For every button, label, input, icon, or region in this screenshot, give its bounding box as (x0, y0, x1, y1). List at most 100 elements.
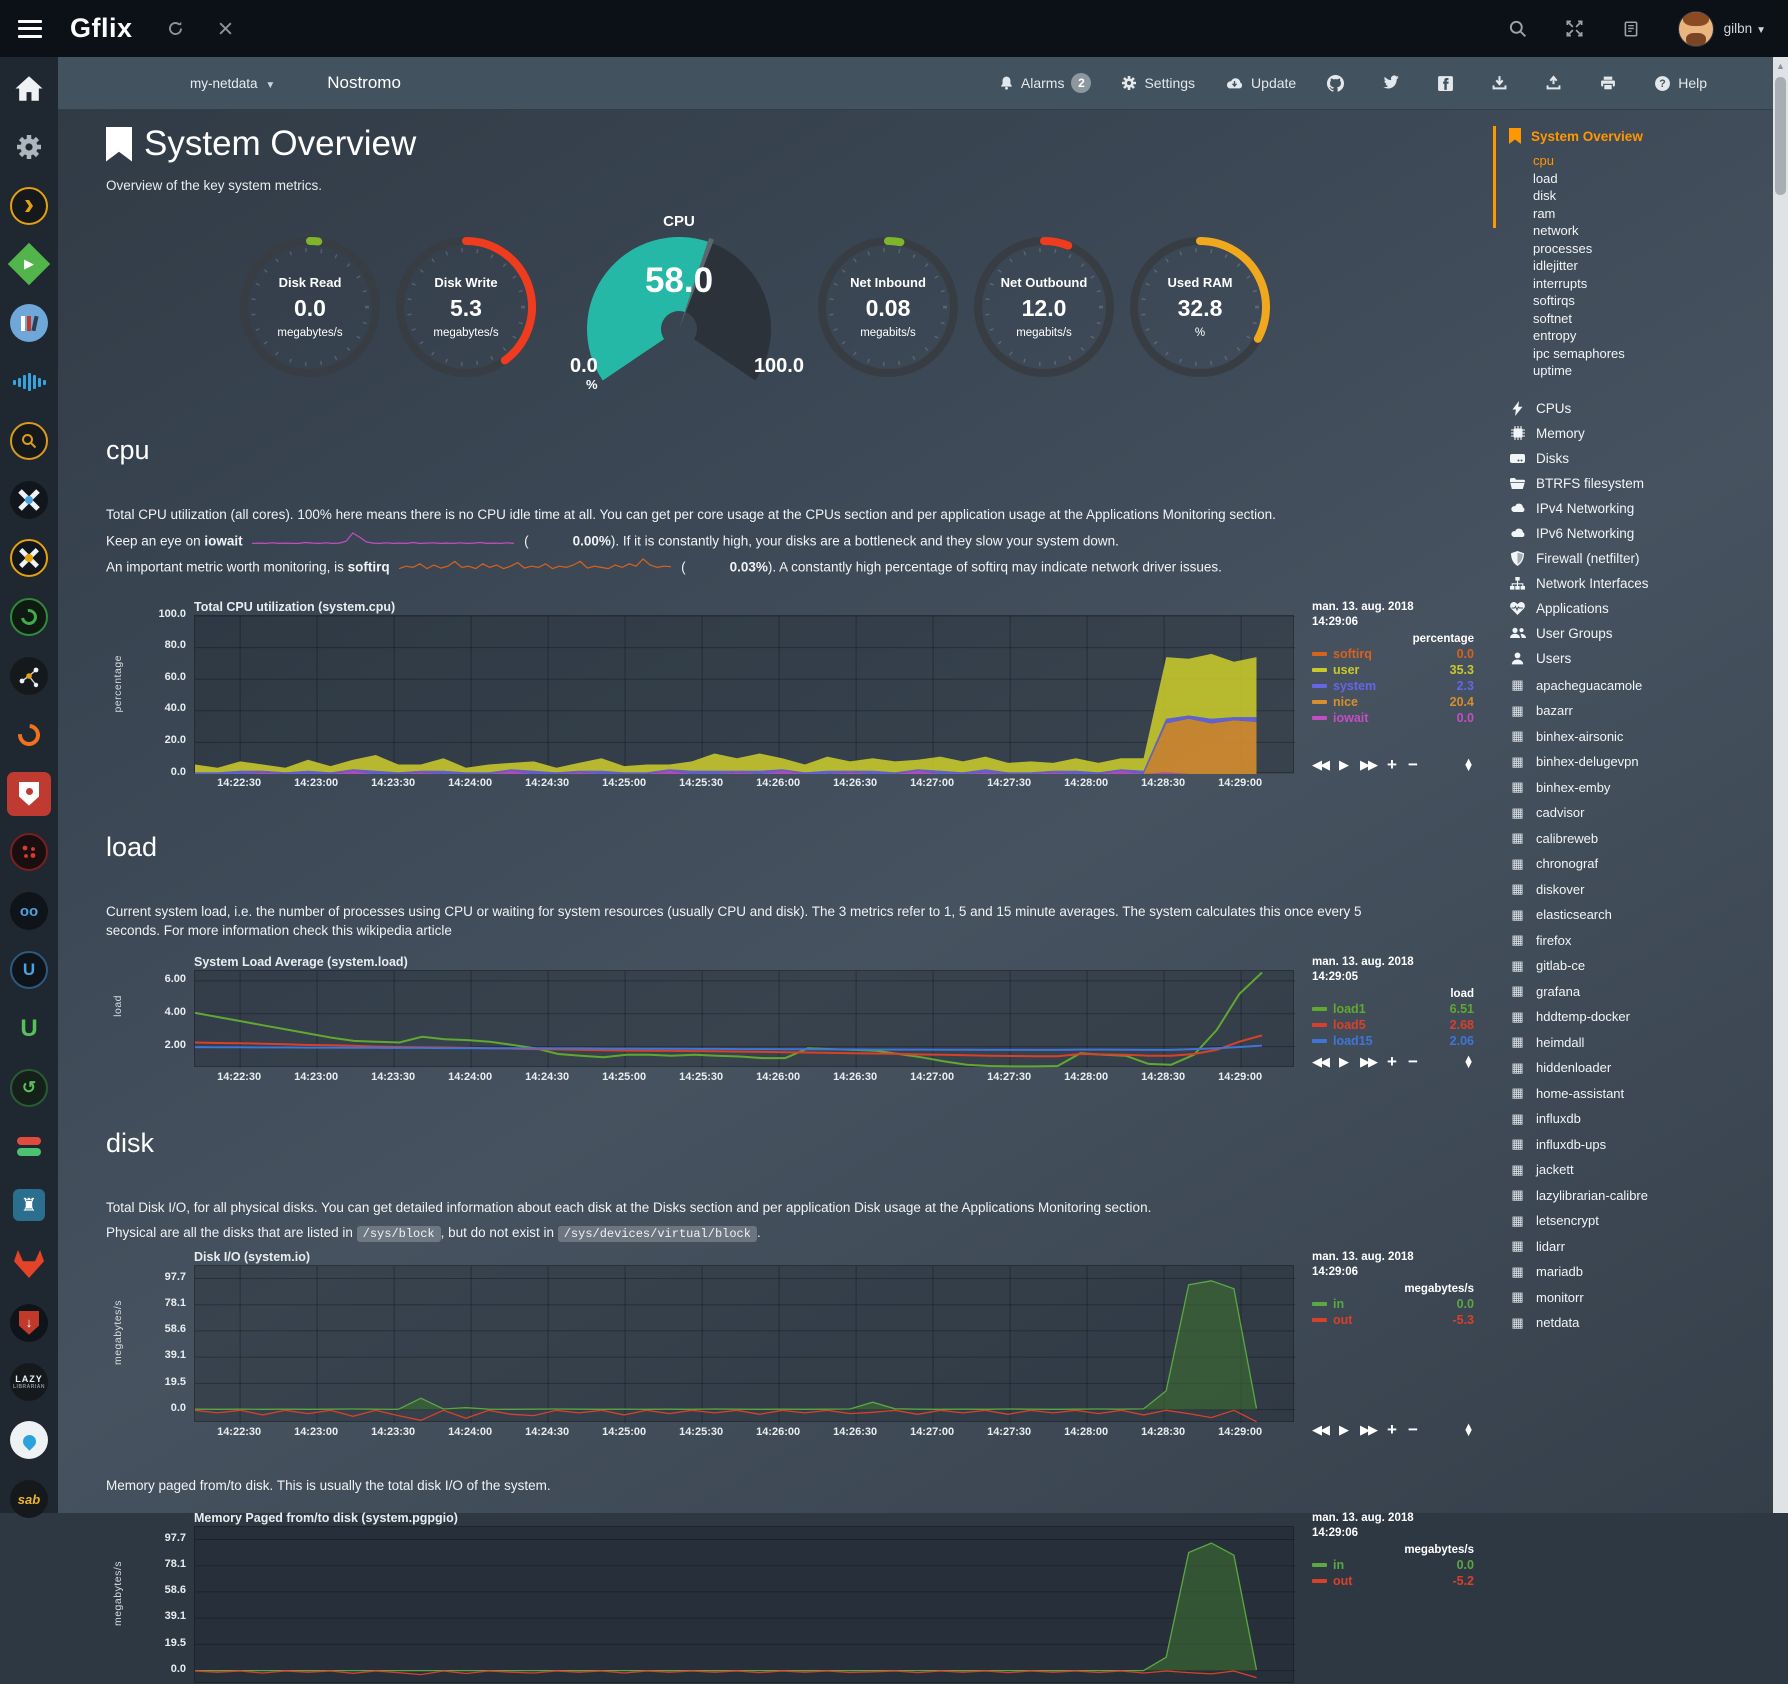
download-icon[interactable] (1491, 75, 1515, 92)
sidebar-item-disk[interactable]: disk (1533, 187, 1759, 205)
sidebar-app-home-assistant[interactable]: ▦home-assistant (1509, 1081, 1759, 1107)
play-icon[interactable]: ▶ (1339, 757, 1349, 773)
gauge-net-inbound[interactable]: Net Inbound 0.08 megabits/s (812, 231, 964, 383)
app-x-white-icon[interactable] (7, 478, 51, 522)
wikipedia-link[interactable]: wikipedia article (357, 923, 452, 938)
sidebar-item-ram[interactable]: ram (1533, 205, 1759, 223)
cpu-chart[interactable]: Total CPU utilization (system.cpu) perce… (136, 615, 1506, 792)
github-icon[interactable] (1326, 74, 1352, 93)
pan-left-icon[interactable]: ◀◀ (1312, 1054, 1328, 1070)
sidebar-item-interrupts[interactable]: interrupts (1533, 275, 1759, 293)
sidebar-section-ipv6-networking[interactable]: IPv6 Networking (1509, 521, 1759, 546)
sidebar-section-btrfs-filesystem[interactable]: BTRFS filesystem (1509, 471, 1759, 496)
airsonic-icon[interactable] (7, 360, 51, 404)
search-icon[interactable] (1508, 19, 1527, 38)
legend-user[interactable]: user35.3 (1312, 663, 1474, 677)
scroll-up-icon[interactable]: ▲ (1773, 61, 1788, 71)
app-u-green-icon[interactable]: U (7, 1007, 51, 1051)
legend-out[interactable]: out-5.3 (1312, 1313, 1474, 1327)
emby-icon[interactable]: ▶ (7, 242, 51, 286)
print-icon[interactable] (1599, 75, 1624, 92)
sidebar-app-chronograf[interactable]: ▦chronograf (1509, 851, 1759, 877)
sidebar-section-user-groups[interactable]: User Groups (1509, 621, 1759, 646)
sidebar-app-firefox[interactable]: ▦firefox (1509, 928, 1759, 954)
sidebar-item-idlejitter[interactable]: idlejitter (1533, 257, 1759, 275)
zoom-out-icon[interactable]: − (1408, 1420, 1418, 1440)
pgpgio-chart[interactable]: Memory Paged from/to disk (system.pgpgio… (136, 1526, 1506, 1683)
sidebar-app-cadvisor[interactable]: ▦cadvisor (1509, 800, 1759, 826)
app-x-yellow-icon[interactable] (7, 536, 51, 580)
legend-load5[interactable]: load52.68 (1312, 1018, 1474, 1032)
sidebar-app-lidarr[interactable]: ▦lidarr (1509, 1234, 1759, 1260)
sidebar-app-monitorr[interactable]: ▦monitorr (1509, 1285, 1759, 1311)
plex-icon[interactable] (7, 184, 51, 228)
sabnzbd-icon[interactable]: sab (7, 1477, 51, 1521)
app-leaf-icon[interactable]: ↺ (7, 1066, 51, 1110)
close-icon[interactable] (218, 21, 233, 36)
app-nodes-icon[interactable] (7, 654, 51, 698)
sidebar-section-users[interactable]: Users (1509, 646, 1759, 671)
pan-right-icon[interactable]: ▶▶ (1360, 757, 1376, 773)
sidebar-app-binhex-emby[interactable]: ▦binhex-emby (1509, 775, 1759, 801)
app-drop-icon[interactable] (7, 1418, 51, 1462)
play-icon[interactable]: ▶ (1339, 1422, 1349, 1438)
hamburger-menu-icon[interactable] (18, 20, 42, 38)
sidebar-app-binhex-delugevpn[interactable]: ▦binhex-delugevpn (1509, 749, 1759, 775)
sidebar-app-influxdb[interactable]: ▦influxdb (1509, 1106, 1759, 1132)
sidebar-section-network-interfaces[interactable]: Network Interfaces (1509, 571, 1759, 596)
status-pills-icon[interactable] (7, 1124, 51, 1168)
twitter-icon[interactable] (1382, 75, 1407, 91)
app-tower-icon[interactable]: ♜ (7, 1183, 51, 1227)
settings-button[interactable]: Settings (1121, 75, 1195, 91)
sidebar-app-apacheguacamole[interactable]: ▦apacheguacamole (1509, 673, 1759, 699)
gauge-used-ram[interactable]: Used RAM 32.8 % (1124, 231, 1276, 383)
sidebar-item-ipc-semaphores[interactable]: ipc semaphores (1533, 345, 1759, 363)
pihole-shield-icon[interactable]: ↓ (7, 1301, 51, 1345)
sidebar-app-grafana[interactable]: ▦grafana (1509, 979, 1759, 1005)
legend-load15[interactable]: load152.06 (1312, 1034, 1474, 1048)
sidebar-app-diskover[interactable]: ▦diskover (1509, 877, 1759, 903)
sidebar-section-disks[interactable]: Disks (1509, 446, 1759, 471)
sidebar-app-binhex-airsonic[interactable]: ▦binhex-airsonic (1509, 724, 1759, 750)
legend-in[interactable]: in0.0 (1312, 1558, 1474, 1572)
app-oo-icon[interactable]: oo (7, 889, 51, 933)
settings-gear-icon[interactable] (7, 125, 51, 169)
sidebar-app-letsencrypt[interactable]: ▦letsencrypt (1509, 1208, 1759, 1234)
search-app-icon[interactable] (7, 419, 51, 463)
legend-iowait[interactable]: iowait0.0 (1312, 711, 1474, 725)
sidebar-app-elasticsearch[interactable]: ▦elasticsearch (1509, 902, 1759, 928)
pan-right-icon[interactable]: ▶▶ (1360, 1422, 1376, 1438)
sidebar-app-mariadb[interactable]: ▦mariadb (1509, 1259, 1759, 1285)
grafana-icon[interactable] (7, 713, 51, 757)
legend-nice[interactable]: nice20.4 (1312, 695, 1474, 709)
help-button[interactable]: ? Help (1654, 75, 1707, 92)
app-u-blue-icon[interactable]: U (7, 948, 51, 992)
sidebar-item-softnet[interactable]: softnet (1533, 310, 1759, 328)
load-chart[interactable]: System Load Average (system.load) load 2… (136, 970, 1506, 1086)
sidebar-section-firewall-netfilter-[interactable]: Firewall (netfilter) (1509, 546, 1759, 571)
sidebar-app-influxdb-ups[interactable]: ▦influxdb-ups (1509, 1132, 1759, 1158)
sidebar-app-heimdall[interactable]: ▦heimdall (1509, 1030, 1759, 1056)
resize-handle-icon[interactable]: ▲▼ (1463, 1056, 1474, 1068)
sidebar-app-bazarr[interactable]: ▦bazarr (1509, 698, 1759, 724)
lazylibrarian-icon[interactable]: LAZYLIBRARIAN (7, 1360, 51, 1404)
changelog-book-icon[interactable] (1622, 20, 1640, 38)
refresh-icon[interactable] (167, 20, 184, 37)
zoom-in-icon[interactable]: + (1387, 755, 1397, 775)
pan-left-icon[interactable]: ◀◀ (1312, 757, 1328, 773)
sidebar-app-lazylibrarian-calibre[interactable]: ▦lazylibrarian-calibre (1509, 1183, 1759, 1209)
sidebar-section-ipv4-networking[interactable]: IPv4 Networking (1509, 496, 1759, 521)
zoom-in-icon[interactable]: + (1387, 1052, 1397, 1072)
sidebar-item-softirqs[interactable]: softirqs (1533, 292, 1759, 310)
sidebar-app-jackett[interactable]: ▦jackett (1509, 1157, 1759, 1183)
pan-right-icon[interactable]: ▶▶ (1360, 1054, 1376, 1070)
disk-chart[interactable]: Disk I/O (system.io) megabytes/s 0.019.5… (136, 1265, 1506, 1441)
pan-left-icon[interactable]: ◀◀ (1312, 1422, 1328, 1438)
server-dropdown[interactable]: my-netdata ▼ (190, 76, 275, 91)
gauge-net-outbound[interactable]: Net Outbound 12.0 megabits/s (968, 231, 1120, 383)
sidebar-app-calibreweb[interactable]: ▦calibreweb (1509, 826, 1759, 852)
sidebar-app-hddtemp-docker[interactable]: ▦hddtemp-docker (1509, 1004, 1759, 1030)
sidebar-app-netdata[interactable]: ▦netdata (1509, 1310, 1759, 1336)
zoom-out-icon[interactable]: − (1408, 755, 1418, 775)
facebook-icon[interactable] (1437, 75, 1461, 92)
